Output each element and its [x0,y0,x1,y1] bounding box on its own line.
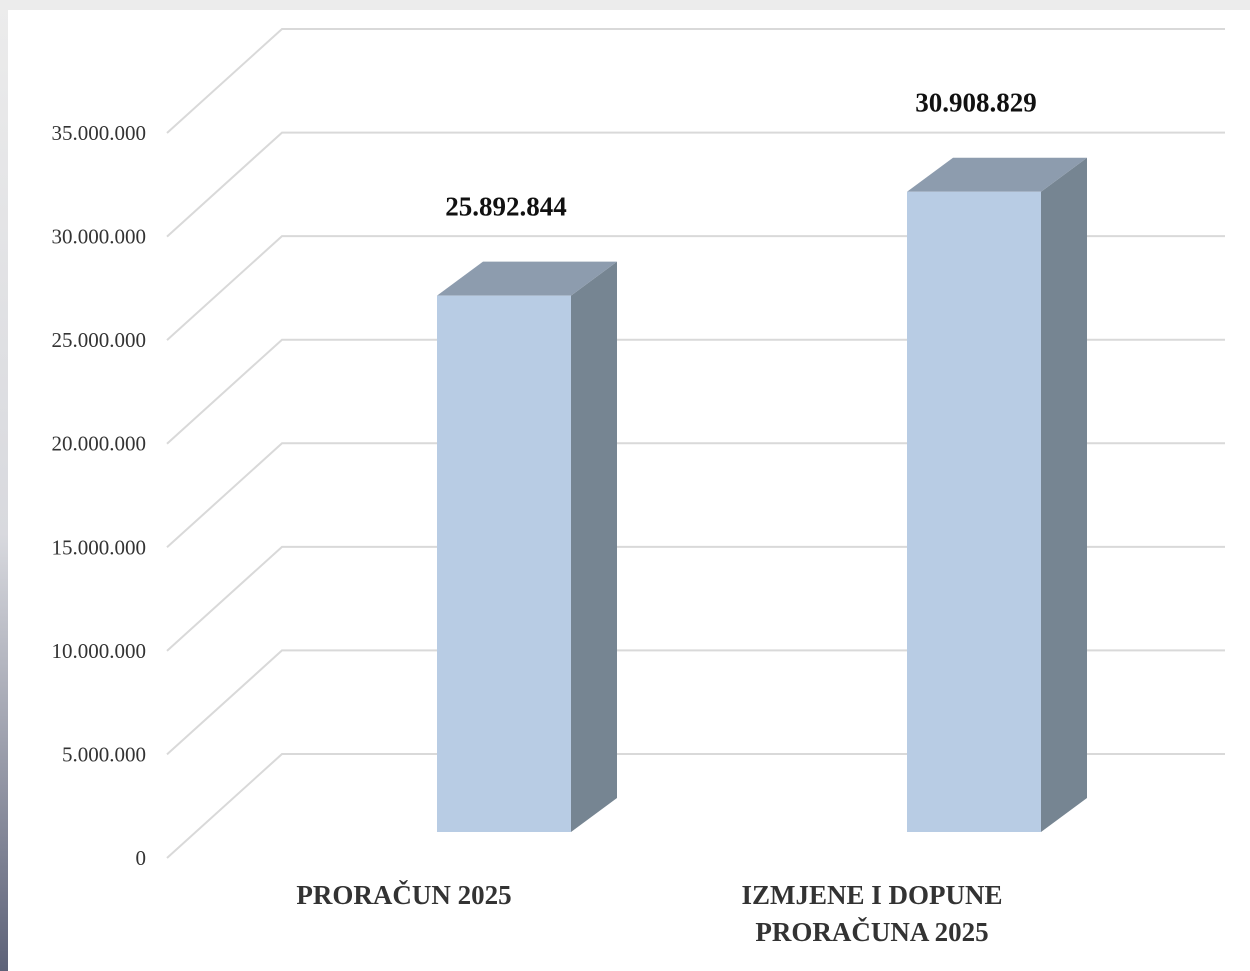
y-tick-label: 0 [136,846,147,870]
data-label: 30.908.829 [915,88,1037,118]
bars [437,157,1087,833]
y-tick-label: 25.000.000 [52,328,147,352]
bar-side [571,261,617,833]
bar-front [907,191,1041,833]
bar [437,261,617,833]
gridline [166,28,1225,134]
bar-top [907,157,1087,192]
x-category-label: IZMJENE I DOPUNE [741,880,1002,910]
x-category-label: PRORAČUNA 2025 [755,917,988,947]
y-tick-label: 15.000.000 [52,535,147,559]
x-axis-categories: PRORAČUN 2025 IZMJENE I DOPUNE PRORAČUNA 2… [296,880,1002,947]
y-tick-label: 10.000.000 [52,639,147,663]
bar-top [437,261,617,296]
data-labels: 25.892.844 30.908.829 [445,88,1037,222]
bar-front [437,295,571,833]
y-tick-label: 30.000.000 [52,225,147,249]
y-tick-label: 20.000.000 [52,432,147,456]
y-axis-ticks: 0 5.000.000 10.000.000 15.000.000 20.000.000… [52,121,147,870]
bar [907,157,1087,833]
data-label: 25.892.844 [445,192,567,222]
y-tick-label: 5.000.000 [62,742,146,766]
gridline [166,131,1225,238]
x-category-label: PRORAČUN 2025 [296,880,511,910]
bar-side [1041,157,1087,833]
y-tick-label: 35.000.000 [52,121,147,145]
